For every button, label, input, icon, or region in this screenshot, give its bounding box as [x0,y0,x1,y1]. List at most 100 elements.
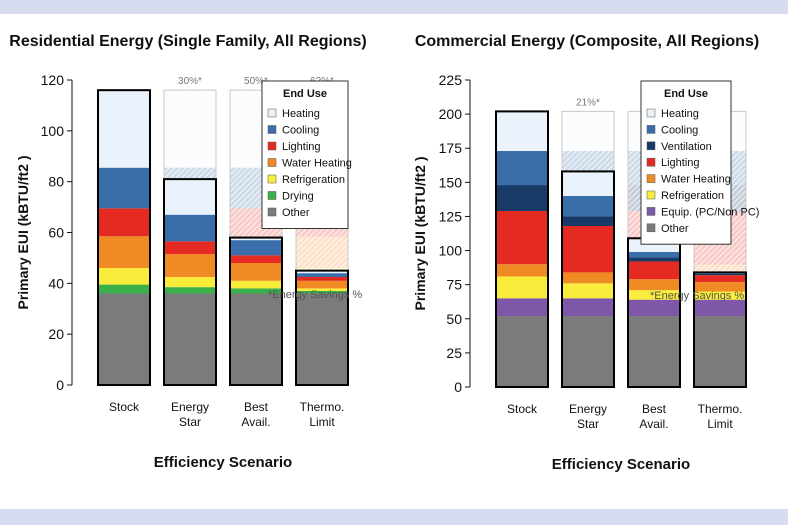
y-tick-label: 100 [41,123,65,139]
y-tick-label: 150 [439,174,463,190]
legend-swatch-water-heating [267,158,277,167]
bar-segment-heating [562,171,614,196]
bar-segment-drying [230,288,282,294]
legend-item-water-heating: Water Heating [661,174,731,186]
y-tick-label: 60 [48,225,64,241]
bar-segment-refrigeration [164,276,216,288]
bar-segment-drying [98,284,150,294]
category-label: Best [244,400,269,414]
bar-segment-ventilation [694,273,746,276]
bar-segment-other [296,293,348,385]
x-axis-label: Efficiency Scenario [552,456,690,473]
y-tick-label: 25 [446,345,462,361]
bar-segment-other [628,316,680,387]
y-tick-label: 225 [439,72,463,88]
bar-segment-lighting [230,255,282,263]
savings-hatch [296,268,348,271]
legend-swatch-cooling [646,125,656,134]
bar-segment-cooling [562,195,614,217]
legend-swatch-other [267,207,277,217]
bar-segment-equip-pc-non-pc [562,298,614,317]
bar-segment-cooling [98,167,150,209]
bar-segment-refrigeration [628,290,680,300]
commercial-energy-chart: Commercial Energy (Composite, All Region… [412,33,759,473]
bar-segment-cooling [628,251,680,258]
bar-segment-ventilation [562,216,614,226]
legend-item-heating: Heating [661,108,699,120]
bar-segment-heating [164,179,216,215]
category-label: Avail. [639,417,668,431]
legend-box [261,80,349,229]
category-label: Energy [171,400,209,414]
bar-outline [693,271,747,388]
bar-segment-lighting [164,241,216,255]
category-label: Avail. [241,415,270,429]
category-label: Energy [569,402,607,416]
bar-segment-heating [296,270,348,274]
legend-item-equip-pc-non-pc: Equip. (PC/Non PC) [661,206,759,218]
legend-swatch-drying [267,191,277,200]
category-label: Star [577,417,599,431]
legend-swatch-heating [646,108,656,118]
energy-savings-note: *Energy Savings % [268,289,362,301]
category-label: Star [179,415,201,429]
bar-segment-drying [164,287,216,294]
savings-hatch [694,264,746,273]
bar-segment-refrigeration [296,288,348,291]
bar-segment-cooling [296,273,348,277]
savings-hatch [562,111,614,151]
chart-title: Residential Energy (Single Family, All R… [9,33,366,50]
bar-segment-lighting [628,261,680,280]
category-label: Thermo. [698,402,743,416]
bar-segment-cooling [164,214,216,242]
figure-panel: Residential Energy (Single Family, All R… [0,14,788,509]
legend-swatch-equip-pc-non-pc [646,207,656,216]
legend-item-cooling: Cooling [282,125,319,137]
category-label: Thermo. [300,400,345,414]
legend-item-drying: Drying [282,191,314,203]
y-tick-label: 0 [56,377,64,393]
legend-title: End Use [664,88,708,100]
y-tick-label: 125 [439,208,463,224]
y-tick-label: 75 [446,277,462,293]
legend-swatch-cooling [267,125,277,134]
bar-segment-water-heating [296,280,348,289]
y-tick-label: 80 [48,174,64,190]
legend-item-water-heating: Water Heating [282,158,352,170]
category-label: Stock [109,400,140,414]
bar-segment-cooling [496,150,548,186]
bar-segment-lighting [496,210,548,265]
category-label: Best [642,402,667,416]
bar-segment-water-heating [230,263,282,281]
y-tick-label: 200 [439,106,463,122]
bar-segment-other [230,293,282,385]
x-axis-label: Efficiency Scenario [154,454,292,471]
bar-outline [495,110,549,388]
energy-savings-note: *Energy Savings % [650,290,744,302]
charts-canvas: Residential Energy (Single Family, All R… [9,33,759,473]
category-label: Limit [707,417,733,431]
bar-segment-water-heating [98,236,150,269]
y-axis-label: Primary EUI (kBTU/ft2 ) [412,156,428,310]
legend-swatch-lighting [267,141,277,151]
bar-segment-refrigeration [562,283,614,299]
y-tick-label: 120 [41,72,65,88]
bar-outline [97,89,151,387]
bar-segment-water-heating [562,272,614,284]
y-axis-label: Primary EUI (kBTU/ft2 ) [15,155,31,309]
bar-segment-equip-pc-non-pc [496,298,548,317]
category-label: Stock [507,402,538,416]
category-label: Limit [309,415,335,429]
bar-segment-refrigeration [98,268,150,285]
residential-energy-chart: Residential Energy (Single Family, All R… [9,33,366,471]
y-tick-label: 0 [454,379,462,395]
bar-outline [163,178,217,386]
y-tick-label: 20 [48,326,64,342]
bar-segment-other [496,316,548,387]
savings-hatch [296,236,348,269]
bar-segment-water-heating [164,254,216,277]
bar-outline [229,236,283,386]
bar-segment-drying [296,290,348,294]
legend-item-cooling: Cooling [661,124,698,136]
legend-item-ventilation: Ventilation [661,141,712,153]
